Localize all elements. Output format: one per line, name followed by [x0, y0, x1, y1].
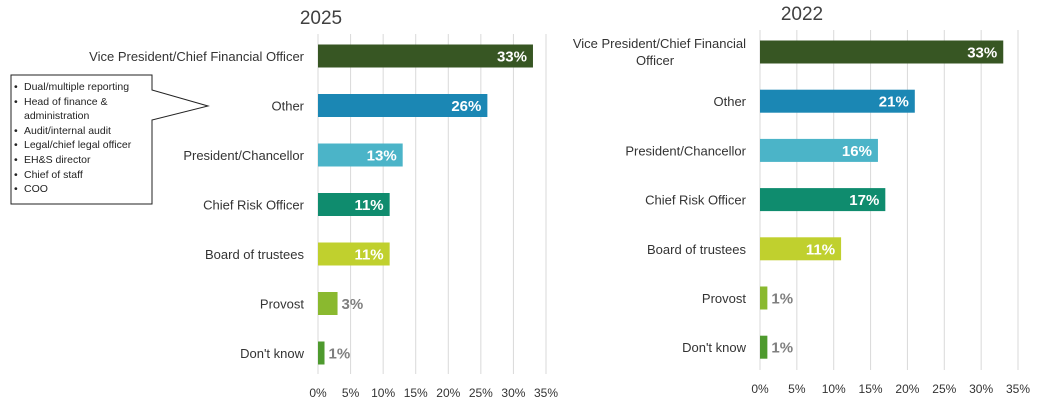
x-tick-label: 0%: [309, 386, 327, 400]
x-tick-label: 10%: [822, 382, 846, 396]
data-label: 33%: [967, 45, 997, 62]
callout-item: Head of finance & administration: [14, 95, 154, 124]
data-label: 13%: [367, 148, 397, 165]
data-label: 26%: [451, 98, 481, 115]
category-label: Vice President/Chief Financial Officer: [573, 36, 746, 68]
data-label: 3%: [342, 296, 364, 313]
x-tick-label: 25%: [469, 386, 493, 400]
data-label: 11%: [354, 247, 383, 264]
bar: [760, 286, 768, 310]
bar: [318, 44, 533, 68]
x-tick-label: 35%: [534, 386, 558, 400]
x-tick-label: 35%: [1006, 382, 1030, 396]
x-tick-label: 5%: [342, 386, 360, 400]
data-label: 1%: [329, 346, 351, 363]
x-tick-label: 10%: [371, 386, 395, 400]
data-label: 11%: [354, 197, 383, 214]
callout-item: COO: [14, 182, 154, 197]
category-label: Other: [713, 94, 746, 109]
bar: [318, 94, 488, 117]
category-label: Don't know: [682, 340, 747, 355]
x-tick-label: 15%: [859, 382, 883, 396]
bar: [318, 193, 390, 216]
data-label: 21%: [879, 94, 909, 111]
category-label: Chief Risk Officer: [203, 198, 305, 213]
bar: [760, 138, 878, 162]
data-label: 17%: [849, 192, 879, 209]
bar: [760, 188, 886, 212]
callout-item: EH&S director: [14, 153, 154, 168]
x-tick-label: 20%: [436, 386, 460, 400]
x-tick-label: 30%: [501, 386, 525, 400]
x-tick-label: 15%: [404, 386, 428, 400]
x-tick-label: 0%: [751, 382, 769, 396]
chart-title: 2022: [781, 4, 823, 25]
x-tick-label: 30%: [969, 382, 993, 396]
x-tick-label: 5%: [788, 382, 806, 396]
callout-item: Audit/internal audit: [14, 124, 154, 139]
data-label: 16%: [842, 143, 872, 160]
chart-2022: 0% 5% 10% 15% 20% 25% 30% 35% 2022 Vice President…: [573, 4, 1031, 396]
callout-list: Dual/multiple reportingHead of finance &…: [14, 80, 154, 197]
category-label: Don't know: [240, 346, 305, 361]
category-label: Provost: [260, 297, 304, 312]
data-label: 11%: [806, 241, 835, 258]
category-label: Other: [271, 99, 304, 114]
bar: [760, 335, 768, 359]
bar: [318, 143, 403, 167]
category-label: President/Chancellor: [183, 148, 304, 163]
category-label: Chief Risk Officer: [645, 193, 747, 208]
x-tick-label: 25%: [932, 382, 956, 396]
bar: [760, 89, 915, 113]
category-label: Board of trustees: [647, 242, 746, 257]
category-label: Vice President/Chief Financial Officer: [89, 49, 305, 64]
callout-item: Legal/chief legal officer: [14, 138, 154, 153]
callout-item: Chief of staff: [14, 168, 154, 183]
bar: [318, 341, 325, 365]
category-label: President/Chancellor: [625, 143, 746, 158]
chart-2025: 0% 5% 10% 15% 20% 25% 30% 35% 2025 Vice President…: [89, 8, 558, 400]
category-label: Board of trustees: [205, 247, 304, 262]
data-label: 1%: [771, 340, 793, 357]
category-label: Provost: [702, 291, 746, 306]
bar: [318, 242, 390, 266]
callout-item: Dual/multiple reporting: [14, 80, 154, 95]
data-label: 1%: [771, 291, 793, 308]
chart-title: 2025: [300, 8, 342, 29]
x-tick-label: 20%: [895, 382, 919, 396]
data-label: 33%: [497, 49, 527, 66]
bar: [760, 237, 842, 261]
bar: [318, 292, 338, 315]
bar: [760, 40, 1004, 64]
